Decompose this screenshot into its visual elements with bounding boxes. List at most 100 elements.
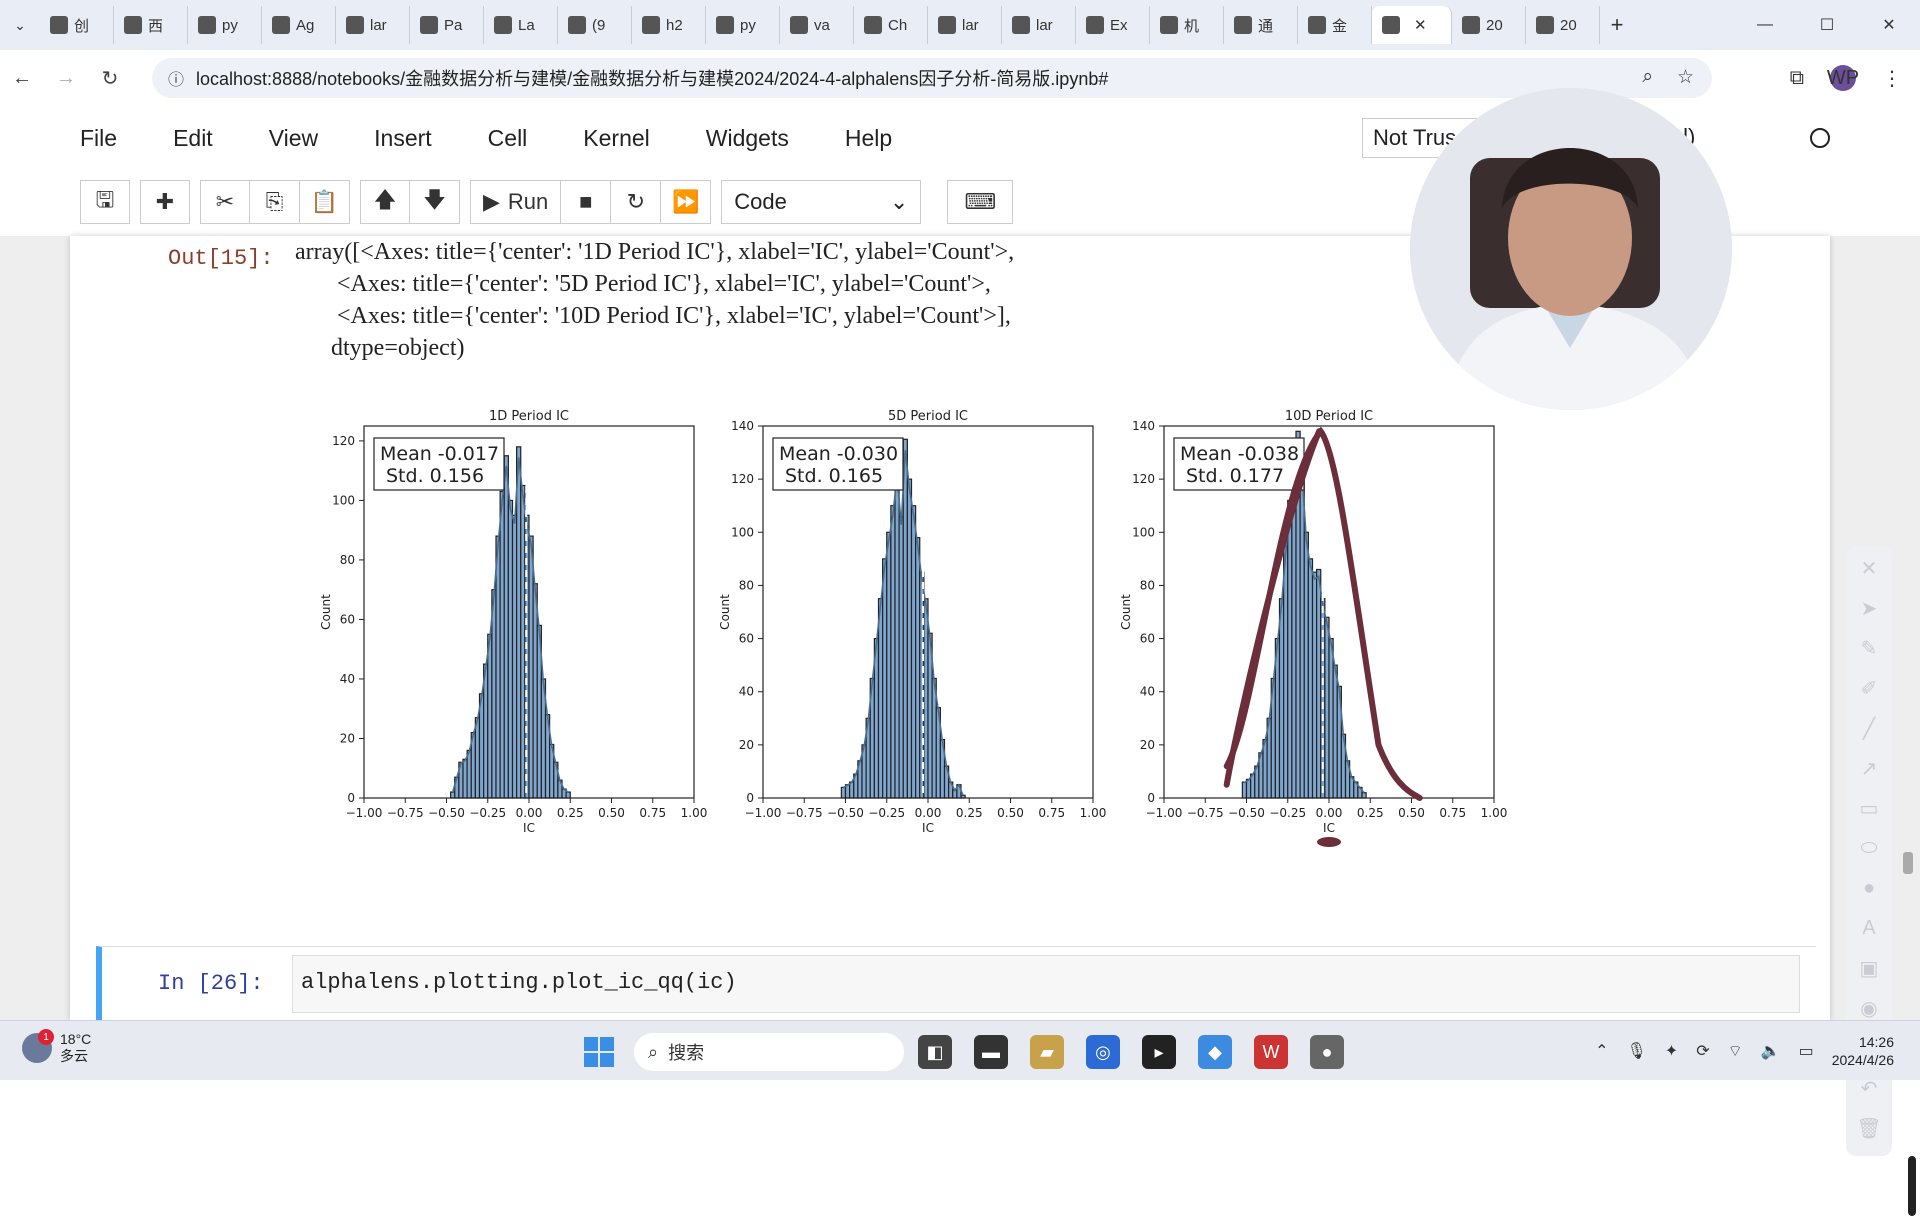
move-up-icon[interactable]: 🡅 — [360, 180, 410, 224]
menu-edit[interactable]: Edit — [173, 124, 213, 151]
paste-icon[interactable]: 📋 — [300, 180, 350, 224]
arrow-icon[interactable]: ↗ — [1860, 757, 1878, 780]
save-icon[interactable]: 🖫 — [80, 180, 130, 224]
menu-insert[interactable]: Insert — [374, 124, 432, 151]
browser-tab[interactable]: lar — [1002, 6, 1076, 44]
browser-tab[interactable]: 西 — [114, 6, 188, 44]
tab-label: 20 — [1486, 16, 1503, 34]
x-tick-label: 0.00 — [915, 806, 942, 820]
maximize-icon[interactable]: ☐ — [1819, 17, 1835, 34]
menu-view[interactable]: View — [268, 124, 319, 151]
forward-icon[interactable]: → — [56, 66, 76, 89]
taskbar-search[interactable]: ⌕ 搜索 — [634, 1033, 904, 1071]
tab-label: 西 — [148, 17, 164, 35]
browser-tab[interactable]: py — [188, 6, 262, 44]
highlighter-icon[interactable]: ✐ — [1860, 677, 1878, 700]
restart-icon[interactable]: ↻ — [611, 180, 662, 224]
volume-icon[interactable]: 🔈 — [1760, 1043, 1781, 1060]
wifi-icon[interactable]: ⌔ — [1727, 1043, 1743, 1060]
rectangle-icon[interactable]: ▭ — [1859, 797, 1879, 820]
sync-icon[interactable]: ⟳ — [1696, 1043, 1710, 1060]
browser-tab[interactable]: va — [780, 6, 854, 44]
microphone-icon[interactable]: 🎙 — [1626, 1043, 1647, 1060]
browser-tab[interactable]: 20 — [1526, 6, 1600, 44]
ellipse-icon[interactable]: ⬭ — [1860, 836, 1878, 859]
close-window-icon[interactable]: ✕ — [1882, 17, 1896, 34]
scrollbar-track[interactable] — [1908, 1156, 1916, 1216]
cell-type-select[interactable]: Code ⌄ — [721, 180, 922, 224]
zoom-icon[interactable]: ⌕ — [1642, 66, 1653, 87]
line-icon[interactable]: ╱ — [1862, 717, 1876, 740]
run-button[interactable]: ▶ Run — [470, 180, 562, 224]
more-menu-icon[interactable]: ⋮ — [1882, 67, 1902, 90]
back-icon[interactable]: ← — [12, 66, 32, 89]
avatar[interactable]: WP — [1827, 65, 1859, 91]
stop-icon[interactable]: ■ — [561, 180, 612, 224]
terminal-icon[interactable]: ▸ — [1142, 1035, 1176, 1069]
recorder-icon[interactable]: ● — [1310, 1035, 1344, 1069]
pointer-icon[interactable]: ➤ — [1860, 597, 1878, 620]
browser-tab[interactable]: Ch — [854, 6, 928, 44]
wps-icon[interactable]: W — [1254, 1035, 1288, 1069]
minimize-icon[interactable]: — — [1757, 16, 1773, 33]
insert-cell-icon[interactable]: ✚ — [140, 180, 190, 224]
chrome-icon[interactable]: ◎ — [1086, 1035, 1120, 1069]
move-down-icon[interactable]: 🡇 — [410, 180, 460, 224]
pen-icon[interactable]: ✎ — [1860, 637, 1878, 660]
input-cell[interactable]: In [26]: alphalens.plotting.plot_ic_qq(i… — [96, 946, 1816, 1020]
keyboard-shortcuts-icon[interactable]: ⌨ — [947, 180, 1014, 224]
task-view-icon[interactable]: ◧ — [918, 1035, 952, 1069]
menu-kernel[interactable]: Kernel — [583, 124, 650, 151]
code-editor[interactable]: alphalens.plotting.plot_ic_qq(ic) — [292, 955, 1800, 1013]
folder-icon[interactable]: ▰ — [1030, 1035, 1064, 1069]
extensions-icon[interactable]: ⧉ — [1789, 66, 1804, 89]
browser-tab[interactable]: h2 — [632, 6, 706, 44]
new-tab-button[interactable]: + — [1610, 12, 1624, 37]
site-info-icon[interactable]: ⓘ — [168, 72, 185, 89]
cut-icon[interactable]: ✂ — [200, 180, 250, 224]
tab-search-icon[interactable]: ⌄ — [14, 16, 26, 33]
color-icon[interactable]: ● — [1862, 876, 1876, 899]
ime-icon[interactable]: ✦ — [1664, 1043, 1679, 1060]
reload-icon[interactable]: ↻ — [101, 67, 119, 90]
browser-tab[interactable]: lar — [336, 6, 410, 44]
camera-icon[interactable]: ◉ — [1860, 997, 1878, 1020]
browser-tab[interactable]: 20 — [1452, 6, 1526, 44]
app-blue-icon[interactable]: ◆ — [1198, 1035, 1232, 1069]
browser-tab[interactable]: lar — [928, 6, 1002, 44]
clock[interactable]: 14:26 2024/4/26 — [1832, 1033, 1894, 1069]
browser-tab[interactable]: 机 — [1150, 6, 1224, 44]
tray-chevron-icon[interactable]: ⌃ — [1595, 1043, 1609, 1060]
browser-tab[interactable]: Ag — [262, 6, 336, 44]
menu-cell[interactable]: Cell — [487, 124, 528, 151]
image-icon[interactable]: ▣ — [1859, 957, 1879, 980]
x-tick-label: 1.00 — [1481, 806, 1508, 820]
weather-widget[interactable]: 1 18°C 多云 — [22, 1029, 91, 1065]
address-bar[interactable]: ⓘ localhost:8888/notebooks/金融数据分析与建模/金融数… — [152, 58, 1712, 98]
bookmark-star-icon[interactable]: ☆ — [1676, 67, 1694, 88]
browser-tab[interactable]: 创 — [40, 6, 114, 44]
start-button[interactable] — [584, 1037, 614, 1067]
close-tab-icon[interactable]: ✕ — [1414, 17, 1427, 34]
battery-icon[interactable]: ▭ — [1798, 1043, 1814, 1060]
url-text[interactable]: localhost:8888/notebooks/金融数据分析与建模/金融数据分… — [196, 69, 1109, 89]
browser-tab[interactable]: 通 — [1224, 6, 1298, 44]
copy-icon[interactable]: ⎘ — [250, 180, 300, 224]
close-icon[interactable]: ✕ — [1860, 557, 1878, 580]
browser-tab[interactable]: (9 — [558, 6, 632, 44]
scrollbar-thumb[interactable] — [1903, 852, 1913, 874]
browser-tab[interactable]: ✕ — [1372, 6, 1452, 44]
presenter-figure — [1410, 88, 1732, 410]
restart-run-all-icon[interactable]: ⏩ — [661, 180, 712, 224]
menu-file[interactable]: File — [80, 124, 118, 151]
text-icon[interactable]: A — [1862, 916, 1876, 939]
browser-tab[interactable]: Pa — [410, 6, 484, 44]
browser-tab[interactable]: 金 — [1298, 6, 1372, 44]
menu-help[interactable]: Help — [844, 124, 893, 151]
trash-icon[interactable]: 🗑 — [1856, 1117, 1882, 1140]
file-manager-icon[interactable]: ▬ — [974, 1035, 1008, 1069]
browser-tab[interactable]: Ex — [1076, 6, 1150, 44]
browser-tab[interactable]: py — [706, 6, 780, 44]
browser-tab[interactable]: La — [484, 6, 558, 44]
menu-widgets[interactable]: Widgets — [705, 124, 789, 151]
